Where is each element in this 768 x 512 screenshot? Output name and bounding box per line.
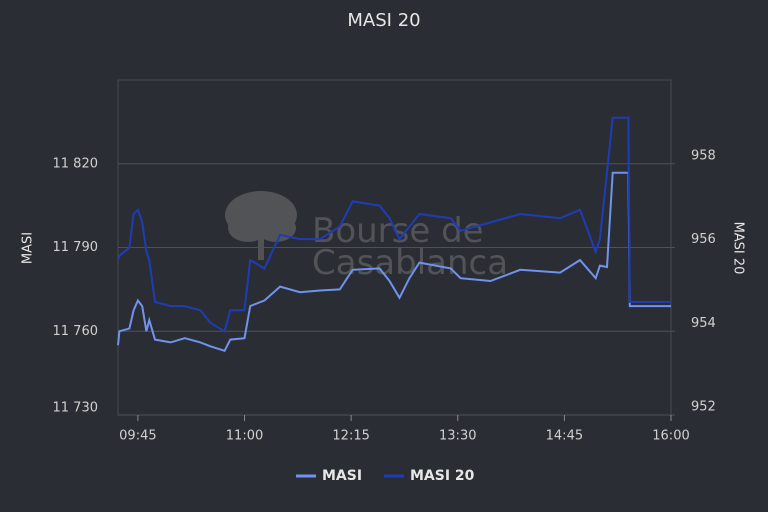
y2-axis-label: MASI 20 [731,222,746,275]
x-tick-label: 16:00 [652,429,689,444]
x-tick-label: 11:00 [226,429,263,444]
y-tick-label: 11 820 [53,156,99,171]
series-line [117,116,671,333]
y-axis-label: MASI [21,232,36,264]
watermark-logo [225,191,297,260]
y-tick-label: 11 730 [53,401,99,416]
y2-tick-label: 954 [691,316,716,331]
y2-tick-label: 952 [691,400,716,415]
y-tick-label: 11 790 [53,240,99,255]
x-tick-label: 09:45 [119,429,156,444]
chart-title: MASI 20 [347,10,420,31]
series-line [117,171,671,353]
legend-label: MASI 20 [410,468,475,484]
x-tick-label: 14:45 [546,429,583,444]
legend-label: MASI [322,468,362,484]
y-tick-label: 11 760 [53,324,99,339]
x-tick-label: 12:15 [332,429,369,444]
x-tick-label: 13:30 [439,429,476,444]
y2-tick-label: 956 [691,232,716,247]
y2-tick-label: 958 [691,148,716,163]
